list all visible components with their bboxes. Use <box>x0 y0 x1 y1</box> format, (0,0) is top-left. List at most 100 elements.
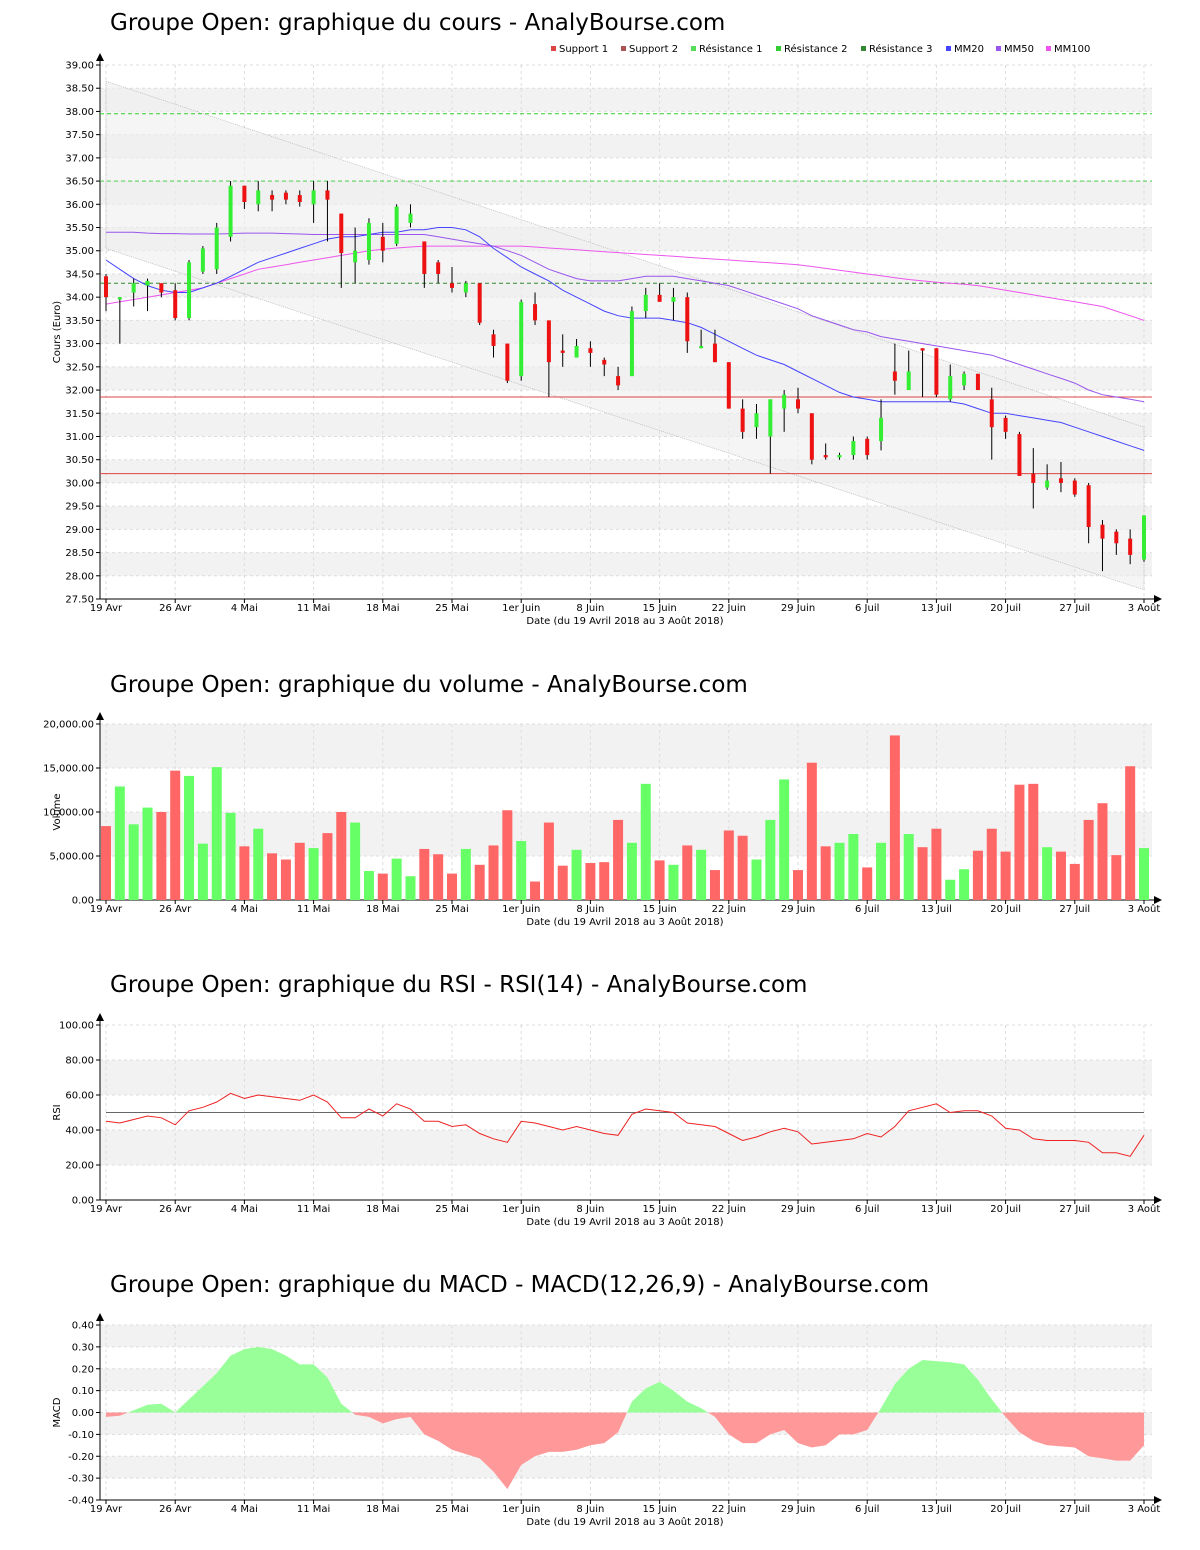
rsi-line <box>105 1092 1145 1157</box>
volume-bar <box>862 867 873 900</box>
x-tick-label: 11 Mai <box>297 1204 330 1215</box>
candle-body <box>588 348 593 353</box>
candle-body <box>283 192 288 200</box>
volume-bar <box>765 819 776 900</box>
x-tick-label: 19 Avr <box>90 904 123 915</box>
candle-body <box>436 262 441 274</box>
candle-body <box>463 283 468 293</box>
candle-body <box>477 283 482 323</box>
candle-body <box>325 190 330 200</box>
candle-body <box>768 399 773 437</box>
x-tick-label: 18 Mai <box>366 904 399 915</box>
x-tick-label: 27 Juil <box>1059 1204 1090 1215</box>
y-tick-label: 30.50 <box>65 455 94 466</box>
grid-stripe <box>100 724 1152 768</box>
volume-bar <box>101 826 111 900</box>
candle-body <box>796 399 800 409</box>
rsi-chart: Groupe Open: graphique du RSI - RSI(14) … <box>0 960 1200 1240</box>
volume-bar <box>599 862 610 900</box>
volume-bar <box>1014 784 1025 900</box>
volume-bar <box>239 846 250 900</box>
volume-bar <box>793 870 803 900</box>
volume-bar <box>917 847 928 900</box>
volume-bar <box>972 850 983 900</box>
y-axis-arrow <box>96 712 104 720</box>
volume-bar <box>294 842 305 900</box>
candle-body <box>879 417 884 442</box>
candle-body <box>117 297 122 300</box>
y-tick-label: 80.00 <box>65 1056 94 1067</box>
x-tick-label: 11 Mai <box>297 603 330 614</box>
candle-body <box>422 241 427 274</box>
candle-body <box>131 283 136 293</box>
macd-negative-area <box>106 1412 1144 1490</box>
x-tick-label: 20 Juil <box>990 1204 1021 1215</box>
volume-bar <box>211 767 222 900</box>
x-tick-label: 6 Juil <box>855 1204 879 1215</box>
y-tick-label: -0.10 <box>68 1430 94 1441</box>
y-tick-label: 35.00 <box>65 246 94 257</box>
volume-bar <box>557 865 568 900</box>
candle-body <box>699 345 704 349</box>
legend-label: MM100 <box>1054 44 1090 55</box>
volume-bar <box>128 824 139 900</box>
volume-bar <box>889 735 900 900</box>
y-axis-arrow <box>96 1013 104 1021</box>
legend-label: Résistance 1 <box>699 43 762 55</box>
grid-stripe <box>100 134 1152 158</box>
volume-chart: Groupe Open: graphique du volume - Analy… <box>0 660 1200 950</box>
candle-body <box>948 376 953 400</box>
y-tick-label: 35.50 <box>65 223 94 234</box>
candle-body <box>200 248 205 272</box>
grid-stripe <box>100 812 1152 856</box>
candle-body <box>297 195 302 202</box>
x-tick-label: 8 Juin <box>576 904 604 915</box>
grid-stripe <box>100 506 1152 530</box>
candle-body <box>602 359 607 365</box>
volume-bar <box>377 873 388 900</box>
rsi-chart-title: Groupe Open: graphique du RSI - RSI(14) … <box>110 972 808 998</box>
grid-stripe <box>100 1060 1152 1095</box>
x-tick-label: 3 Août <box>1128 1503 1161 1515</box>
y-tick-label: 32.50 <box>65 362 94 373</box>
volume-bar <box>682 845 693 900</box>
candle-body <box>643 294 648 312</box>
volume-bar <box>184 775 195 900</box>
legend-label: Support 1 <box>559 44 608 55</box>
x-tick-label: 11 Mai <box>297 1504 330 1515</box>
y-axis-title: MACD <box>52 1397 63 1427</box>
grid-stripe <box>100 1456 1152 1479</box>
candle-body <box>491 334 496 346</box>
x-tick-label: 20 Juil <box>990 904 1021 915</box>
candle-body <box>159 283 164 293</box>
volume-bar <box>986 828 997 900</box>
volume-bar <box>1111 855 1122 900</box>
y-tick-label: 0.00 <box>72 1196 94 1207</box>
x-axis-arrow <box>1154 1496 1162 1504</box>
candle-body <box>519 301 524 377</box>
volume-bar <box>447 873 457 900</box>
candle-body <box>851 441 856 456</box>
candle-body <box>629 311 634 377</box>
volume-bar <box>613 819 624 900</box>
x-tick-label: 22 Juin <box>712 904 746 915</box>
x-tick-label: 18 Mai <box>366 603 399 614</box>
y-tick-label: 34.00 <box>65 293 94 304</box>
volume-bar <box>1028 783 1039 900</box>
legend-swatch <box>861 46 866 51</box>
grid-stripe <box>100 1325 1152 1347</box>
volume-bar <box>585 863 596 900</box>
x-tick-label: 29 Juin <box>781 1204 815 1215</box>
volume-bar <box>363 870 374 900</box>
volume-bar <box>779 779 790 900</box>
y-tick-label: 28.50 <box>65 548 94 559</box>
candle-body <box>1142 515 1146 560</box>
candle-body <box>989 399 994 428</box>
x-axis-title: Date (du 19 Avril 2018 au 3 Août 2018) <box>526 1216 723 1228</box>
candle-body <box>574 345 579 358</box>
mm50-line <box>106 231 1145 403</box>
candle-body <box>380 236 385 251</box>
x-tick-label: 15 Juin <box>642 1204 676 1215</box>
candle-body <box>934 348 939 395</box>
grid-stripe <box>100 88 1152 112</box>
